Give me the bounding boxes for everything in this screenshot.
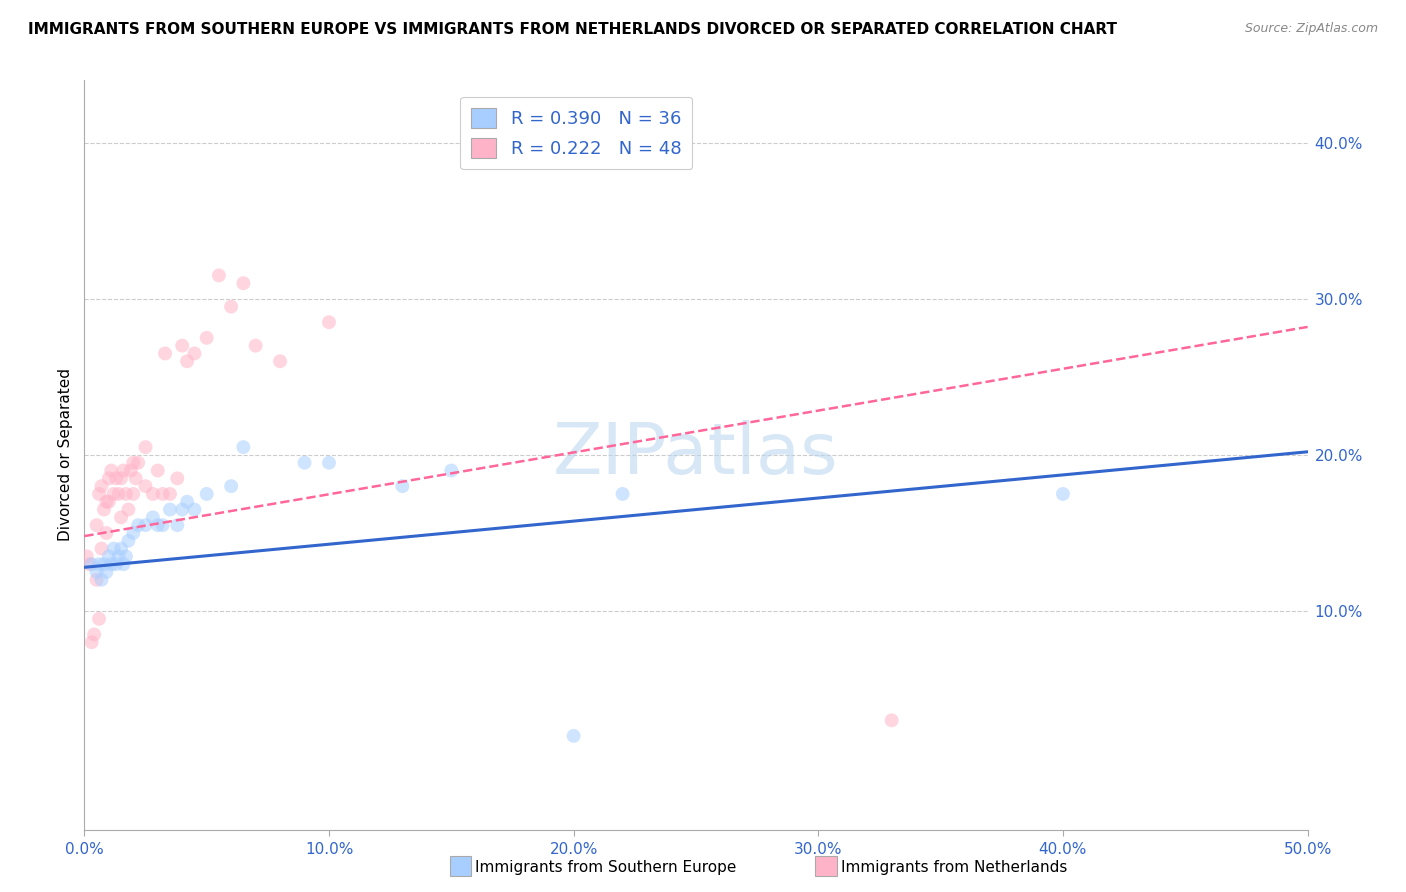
Point — [93, 502, 115, 516]
Point — [125, 471, 148, 485]
Y-axis label: Divorced or Separated: Divorced or Separated — [58, 368, 73, 541]
Legend: R = 0.390   N = 36, R = 0.222   N = 48: R = 0.390 N = 36, R = 0.222 N = 48 — [460, 97, 692, 169]
Point — [76, 549, 98, 564]
Point — [195, 487, 218, 501]
Point — [97, 471, 120, 485]
Point — [86, 518, 108, 533]
Point — [90, 541, 112, 556]
Point — [152, 518, 174, 533]
Point — [107, 487, 129, 501]
Point — [117, 502, 139, 516]
Point — [135, 518, 157, 533]
Point — [80, 557, 103, 572]
Point — [110, 471, 132, 485]
Point — [562, 729, 585, 743]
Point — [96, 565, 118, 579]
Point — [96, 526, 118, 541]
Point — [232, 276, 254, 290]
Point — [135, 440, 157, 454]
Point — [115, 487, 138, 501]
Point — [612, 487, 634, 501]
Point — [172, 338, 194, 352]
Point — [208, 268, 231, 283]
Point — [294, 456, 316, 470]
Point — [112, 557, 135, 572]
Point — [146, 518, 169, 533]
Point — [103, 487, 125, 501]
Point — [112, 464, 135, 478]
Point — [90, 573, 112, 587]
Text: Source: ZipAtlas.com: Source: ZipAtlas.com — [1244, 22, 1378, 36]
Point — [90, 479, 112, 493]
Point — [110, 541, 132, 556]
Point — [97, 494, 120, 508]
Point — [166, 471, 188, 485]
Point — [219, 479, 242, 493]
Point — [245, 338, 267, 352]
Point — [122, 456, 145, 470]
Point — [195, 331, 218, 345]
Point — [117, 533, 139, 548]
Point — [80, 635, 103, 649]
Point — [120, 464, 142, 478]
Point — [107, 549, 129, 564]
Point — [127, 456, 149, 470]
Point — [176, 494, 198, 508]
Point — [103, 541, 125, 556]
Point — [77, 557, 100, 572]
Point — [122, 526, 145, 541]
Point — [391, 479, 413, 493]
Point — [176, 354, 198, 368]
Point — [146, 464, 169, 478]
Point — [97, 549, 120, 564]
Point — [152, 487, 174, 501]
Point — [183, 346, 205, 360]
Point — [318, 315, 340, 329]
Point — [318, 456, 340, 470]
Point — [166, 518, 188, 533]
Point — [87, 612, 110, 626]
Point — [183, 502, 205, 516]
Text: Immigrants from Southern Europe: Immigrants from Southern Europe — [475, 860, 737, 874]
Point — [83, 627, 105, 641]
Point — [100, 557, 122, 572]
Point — [86, 565, 108, 579]
Point — [142, 487, 165, 501]
Point — [105, 471, 128, 485]
Point — [880, 714, 903, 728]
Text: ZIPatlas: ZIPatlas — [553, 420, 839, 490]
Point — [219, 300, 242, 314]
Point — [96, 494, 118, 508]
Point — [100, 464, 122, 478]
Point — [1052, 487, 1074, 501]
Text: Immigrants from Netherlands: Immigrants from Netherlands — [841, 860, 1067, 874]
Point — [110, 510, 132, 524]
Point — [172, 502, 194, 516]
Point — [142, 510, 165, 524]
Point — [135, 479, 157, 493]
Text: IMMIGRANTS FROM SOUTHERN EUROPE VS IMMIGRANTS FROM NETHERLANDS DIVORCED OR SEPAR: IMMIGRANTS FROM SOUTHERN EUROPE VS IMMIG… — [28, 22, 1118, 37]
Point — [232, 440, 254, 454]
Point — [127, 518, 149, 533]
Point — [159, 487, 181, 501]
Point — [93, 557, 115, 572]
Point — [105, 557, 128, 572]
Point — [440, 464, 463, 478]
Point — [269, 354, 291, 368]
Point — [159, 502, 181, 516]
Point — [122, 487, 145, 501]
Point — [86, 573, 108, 587]
Point — [115, 549, 138, 564]
Point — [87, 487, 110, 501]
Point — [153, 346, 176, 360]
Point — [87, 557, 110, 572]
